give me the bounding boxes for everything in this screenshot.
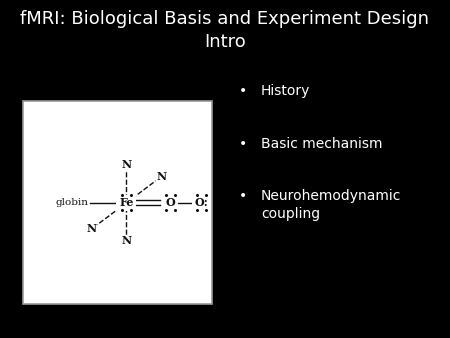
Text: N: N xyxy=(156,171,166,182)
Text: fMRI: Biological Basis and Experiment Design
Intro: fMRI: Biological Basis and Experiment De… xyxy=(21,10,429,51)
Text: •: • xyxy=(239,84,247,98)
Text: •: • xyxy=(239,137,247,151)
Text: N: N xyxy=(122,236,131,246)
Text: N: N xyxy=(122,159,131,170)
Text: Basic mechanism: Basic mechanism xyxy=(261,137,382,151)
Bar xyxy=(22,101,212,304)
Text: Fe: Fe xyxy=(119,197,134,208)
Text: O:: O: xyxy=(195,197,208,208)
Text: globin: globin xyxy=(55,198,88,207)
Text: History: History xyxy=(261,84,310,98)
Text: •: • xyxy=(239,189,247,203)
Text: Neurohemodynamic
coupling: Neurohemodynamic coupling xyxy=(261,189,401,221)
Text: N: N xyxy=(87,223,97,234)
Text: O: O xyxy=(165,197,175,208)
